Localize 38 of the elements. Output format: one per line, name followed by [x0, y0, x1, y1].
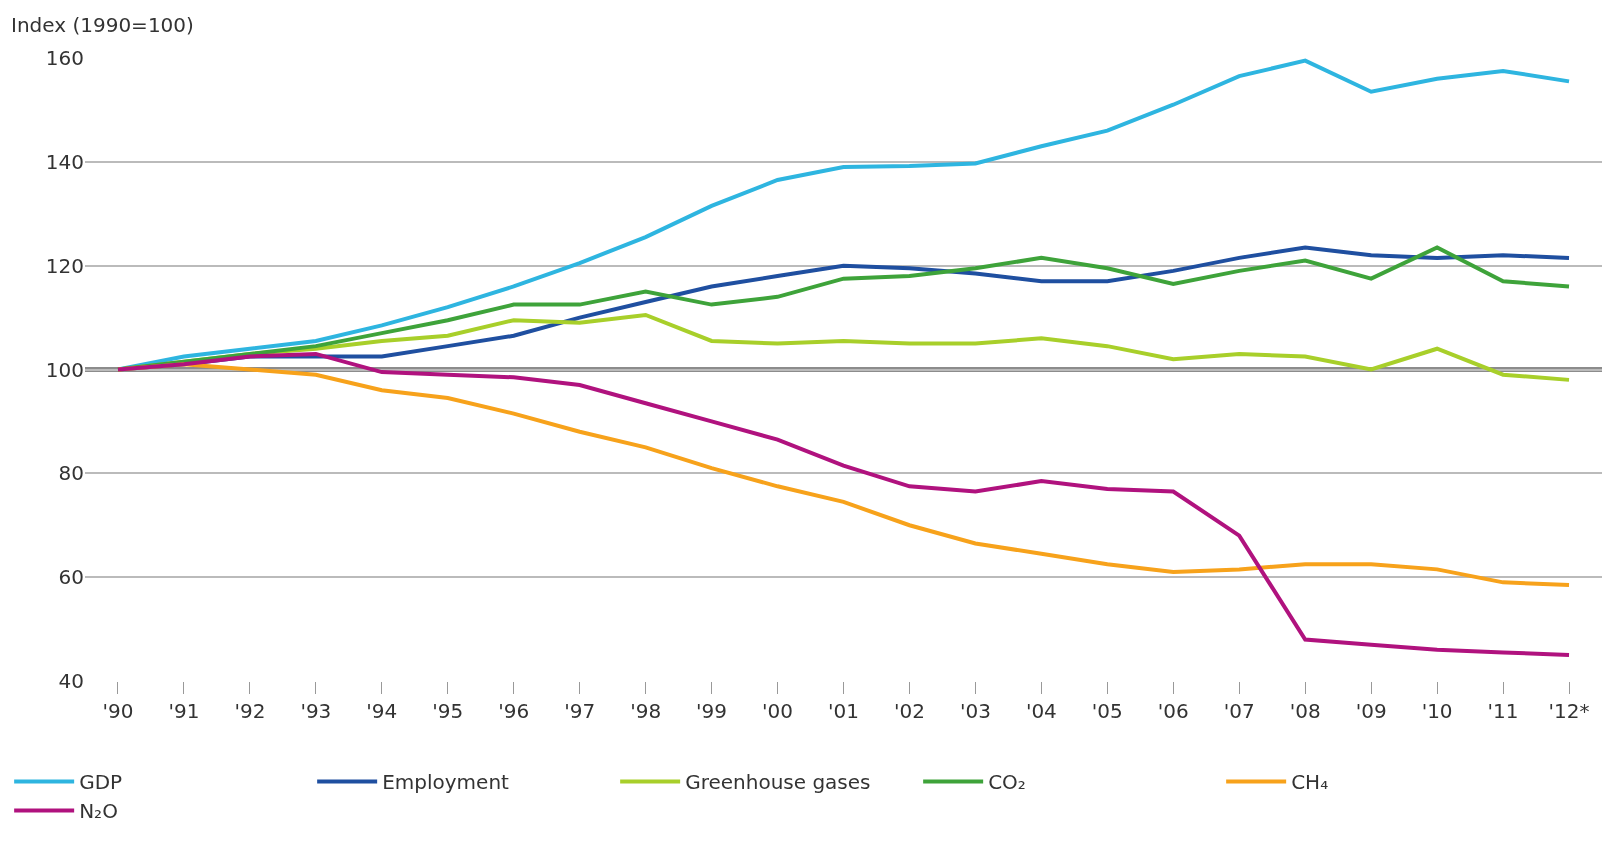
x-tick-label: '09 — [1355, 699, 1387, 723]
x-tick-label: '11 — [1487, 699, 1519, 723]
y-tick-label: 100 — [45, 357, 84, 382]
x-tick-label: '92 — [234, 699, 266, 723]
x-tick-label: '99 — [696, 699, 728, 723]
x-tick-label: '12* — [1548, 699, 1590, 723]
x-tick-label: '90 — [102, 699, 134, 723]
x-tick-label: '00 — [762, 699, 794, 723]
x-tick-label: '93 — [300, 699, 332, 723]
legend-label: N₂O — [79, 799, 118, 824]
y-tick-label: 60 — [58, 565, 84, 590]
x-tick-label: '01 — [828, 699, 859, 723]
x-tick-label: '10 — [1421, 699, 1453, 723]
y-tick-label: 160 — [45, 46, 84, 70]
x-tick-label: '03 — [959, 699, 991, 723]
x-tick-label: '04 — [1025, 699, 1057, 723]
x-tick-label: '98 — [630, 699, 662, 723]
y-tick-label: 40 — [58, 669, 84, 693]
x-tick-label: '97 — [564, 699, 596, 723]
x-tick-label: '94 — [366, 699, 398, 723]
x-tick-label: '02 — [893, 699, 925, 723]
y-axis-title: Index (1990=100) — [11, 13, 194, 37]
y-tick-label: 80 — [58, 461, 84, 486]
line-series — [115, 351, 1572, 658]
legend-label: Greenhouse gases — [685, 770, 871, 795]
legend-label: CH₄ — [1291, 770, 1329, 795]
x-tick-label: '07 — [1223, 699, 1255, 723]
x-tick-label: '95 — [432, 699, 464, 723]
legend-label: GDP — [79, 770, 123, 795]
y-tick-label: 120 — [45, 253, 84, 278]
x-tick-label: '08 — [1289, 699, 1321, 723]
x-tick-label: '96 — [498, 699, 530, 723]
x-tick-label: '91 — [168, 699, 200, 723]
x-tick-label: '06 — [1157, 699, 1189, 723]
y-tick-label: 140 — [45, 149, 84, 174]
legend-label: CO₂ — [988, 770, 1026, 795]
legend-label: Employment — [382, 770, 510, 795]
x-tick-label: '05 — [1091, 699, 1123, 723]
